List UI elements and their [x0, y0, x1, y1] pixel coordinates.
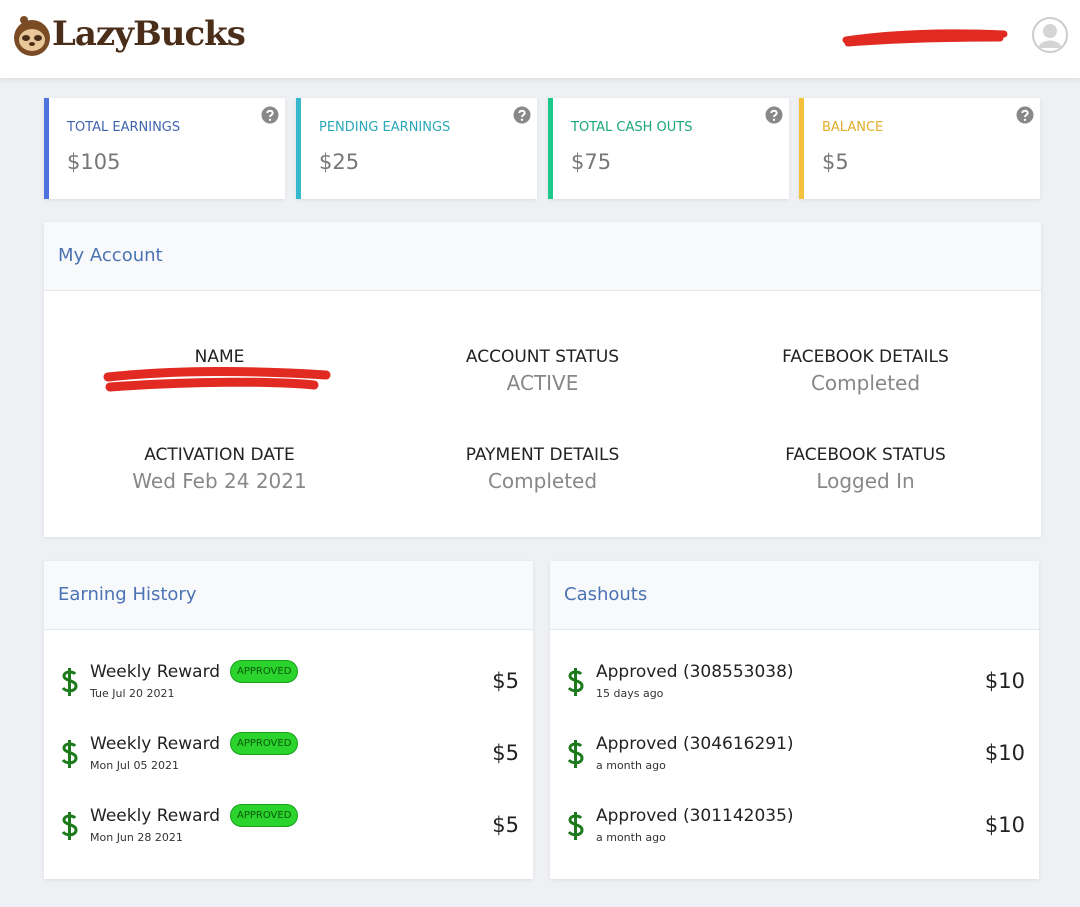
help-icon	[1016, 106, 1034, 124]
dollar-icon	[567, 668, 584, 696]
row-date: a month ago	[596, 759, 666, 772]
status-badge: APPROVED	[230, 804, 299, 827]
account-fields: NAME ACCOUNT STATUS ACTIVE FACEBOOK DETAILS…	[44, 291, 1041, 521]
account-field: NAME	[58, 347, 381, 423]
list-row: Approved (301142035) a month ago $10	[550, 806, 1039, 878]
earning-history-card: Earning History Weekly Reward APPROVED Tue…	[44, 561, 533, 879]
account-field: PAYMENT DETAILS Completed	[381, 445, 704, 521]
avatar[interactable]	[1031, 16, 1069, 54]
cashouts-card: Cashouts Approved (308553038) 15 days ago…	[550, 561, 1039, 879]
dollar-icon	[61, 812, 78, 840]
field-value: Wed Feb 24 2021	[132, 469, 307, 493]
row-amount: $10	[984, 669, 1025, 693]
field-label: ACCOUNT STATUS	[465, 347, 620, 367]
stat-value: $105	[67, 150, 121, 174]
stat-label: TOTAL EARNINGS	[67, 120, 181, 135]
list-row: Approved (304616291) a month ago $10	[550, 734, 1039, 806]
row-title: Weekly Reward	[90, 734, 221, 754]
field-label: FACEBOOK DETAILS	[782, 347, 949, 367]
help-icon	[261, 106, 279, 124]
field-label: FACEBOOK STATUS	[785, 445, 946, 465]
row-amount: $5	[492, 741, 519, 765]
stat-value: $5	[822, 150, 849, 174]
redacted-user-name	[842, 29, 1008, 47]
row-title: Approved (308553038)	[596, 662, 794, 682]
field-value: ACTIVE	[506, 371, 579, 395]
card-title: Earning History	[44, 561, 533, 630]
dollar-icon	[61, 668, 78, 696]
account-field: FACEBOOK STATUS Logged In	[704, 445, 1027, 521]
account-card: My Account NAME ACCOUNT STATUS ACTIVE FACEB…	[44, 222, 1041, 537]
card-title: Cashouts	[550, 561, 1039, 630]
logo[interactable]: LazyBucks	[52, 14, 246, 54]
row-title: Approved (301142035)	[596, 806, 794, 826]
list-row: Weekly Reward APPROVED Tue Jul 20 2021 $5	[44, 660, 533, 734]
stat-value: $25	[319, 150, 360, 174]
row-date: a month ago	[596, 831, 666, 844]
field-value: Completed	[810, 371, 921, 395]
dollar-icon	[567, 812, 584, 840]
help-icon	[765, 106, 783, 124]
status-badge: APPROVED	[230, 732, 299, 755]
card-title: My Account	[44, 222, 1041, 291]
status-badge: APPROVED	[230, 660, 299, 683]
stat-value: $75	[571, 150, 612, 174]
field-value: Logged In	[816, 469, 915, 493]
stat-card[interactable]: TOTAL EARNINGS $105	[44, 98, 285, 199]
row-title: Approved (304616291)	[596, 734, 794, 754]
field-label: PAYMENT DETAILS	[465, 445, 620, 465]
field-label: ACTIVATION DATE	[144, 445, 295, 465]
row-date: Mon Jul 05 2021	[90, 759, 179, 772]
account-field: ACCOUNT STATUS ACTIVE	[381, 347, 704, 423]
row-date: Mon Jun 28 2021	[90, 831, 183, 844]
row-amount: $5	[492, 813, 519, 837]
row-date: Tue Jul 20 2021	[90, 687, 175, 700]
account-field: ACTIVATION DATE Wed Feb 24 2021	[58, 445, 381, 521]
row-amount: $5	[492, 669, 519, 693]
list-row: Weekly Reward APPROVED Mon Jun 28 2021 $5	[44, 804, 533, 878]
stat-label: TOTAL CASH OUTS	[571, 120, 693, 135]
field-label: NAME	[194, 347, 245, 367]
row-amount: $10	[984, 813, 1025, 837]
stat-card[interactable]: TOTAL CASH OUTS $75	[548, 98, 789, 199]
row-title: Weekly Reward	[90, 806, 221, 826]
row-date: 15 days ago	[596, 687, 664, 700]
row-title: Weekly Reward	[90, 662, 221, 682]
header: LazyBucks	[0, 0, 1080, 78]
dollar-icon	[567, 740, 584, 768]
stat-card[interactable]: BALANCE $5	[799, 98, 1040, 199]
help-icon	[513, 106, 531, 124]
stat-label: BALANCE	[822, 120, 884, 135]
redacted-name	[103, 367, 330, 392]
row-amount: $10	[984, 741, 1025, 765]
list-row: Weekly Reward APPROVED Mon Jul 05 2021 $5	[44, 732, 533, 806]
stat-label: PENDING EARNINGS	[319, 120, 451, 135]
field-value: Completed	[487, 469, 598, 493]
account-field: FACEBOOK DETAILS Completed	[704, 347, 1027, 423]
list-row: Approved (308553038) 15 days ago $10	[550, 662, 1039, 734]
logo-icon	[14, 16, 50, 56]
stat-card[interactable]: PENDING EARNINGS $25	[296, 98, 537, 199]
dollar-icon	[61, 740, 78, 768]
